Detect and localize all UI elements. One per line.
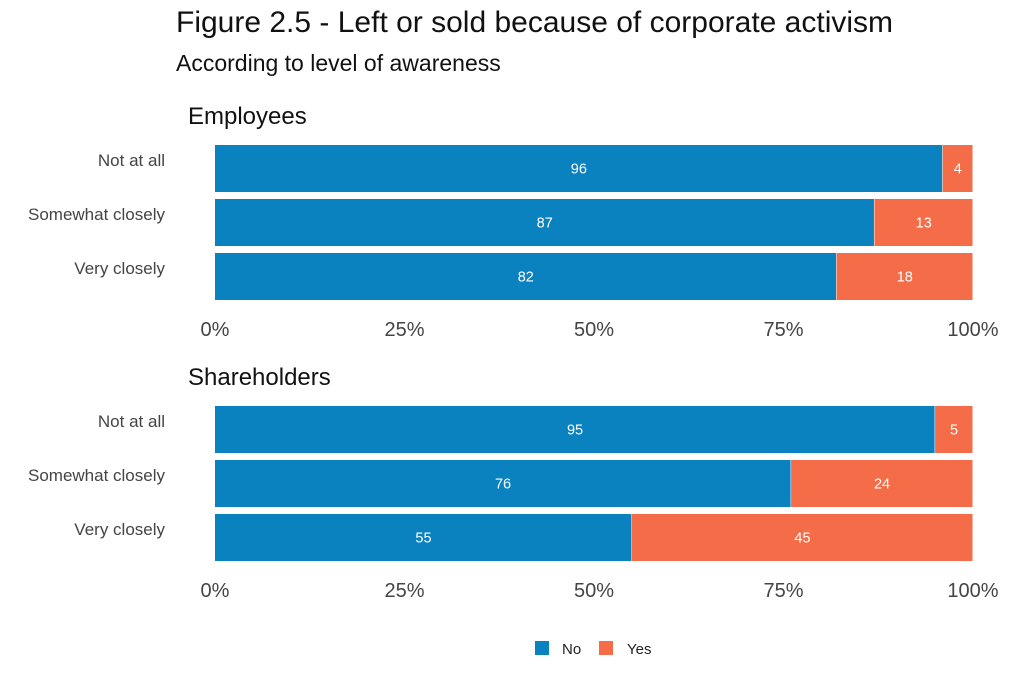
bar-segment-yes: [935, 406, 973, 453]
legend-label-no: No: [562, 641, 581, 658]
x-tick-label: 50%: [574, 580, 614, 602]
data-label-no: 87: [537, 216, 553, 232]
data-label-no: 96: [571, 162, 587, 178]
data-label-yes: 18: [897, 270, 913, 286]
bar-segment-yes: [791, 460, 973, 507]
category-label: Not at all: [98, 151, 165, 170]
bar-segment-yes: [942, 145, 973, 192]
x-tick-label: 0%: [201, 580, 230, 602]
data-label-no: 76: [495, 477, 511, 493]
data-label-yes: 5: [950, 423, 958, 439]
bar-segment-yes: [874, 199, 973, 246]
x-tick-label: 25%: [384, 319, 424, 341]
x-tick-label: 75%: [763, 319, 803, 341]
bar-segment-no: [215, 145, 943, 192]
panel-title-shareholders: Shareholders: [188, 364, 331, 391]
bar-segment-yes: [836, 253, 973, 300]
panel-title-employees: Employees: [188, 103, 307, 130]
x-tick-label: 50%: [574, 319, 614, 341]
bar-segment-yes: [631, 514, 973, 561]
data-label-yes: 45: [794, 531, 810, 547]
x-tick-label: 0%: [201, 319, 230, 341]
bar-segment-no: [215, 514, 632, 561]
data-label-yes: 24: [874, 477, 890, 493]
legend-swatch-no: [535, 641, 549, 655]
x-tick-label: 25%: [384, 580, 424, 602]
legend-swatch-yes: [599, 641, 613, 655]
bar-segment-no: [215, 460, 791, 507]
category-label: Somewhat closely: [28, 205, 166, 224]
x-tick-label: 100%: [947, 319, 998, 341]
category-label: Somewhat closely: [28, 466, 166, 485]
bar-segment-no: [215, 253, 837, 300]
category-label: Very closely: [74, 520, 165, 539]
data-label-no: 55: [415, 531, 431, 547]
chart-title: Figure 2.5 - Left or sold because of cor…: [176, 6, 894, 39]
category-label: Not at all: [98, 412, 165, 431]
data-label-no: 95: [567, 423, 583, 439]
x-tick-label: 100%: [947, 580, 998, 602]
data-label-no: 82: [518, 270, 534, 286]
bar-segment-no: [215, 199, 874, 246]
category-label: Very closely: [74, 259, 165, 278]
x-tick-label: 75%: [763, 580, 803, 602]
legend-label-yes: Yes: [627, 641, 651, 658]
chart-subtitle: According to level of awareness: [176, 50, 501, 76]
data-label-yes: 4: [954, 162, 962, 178]
bar-segment-no: [215, 406, 935, 453]
data-label-yes: 13: [916, 216, 932, 232]
